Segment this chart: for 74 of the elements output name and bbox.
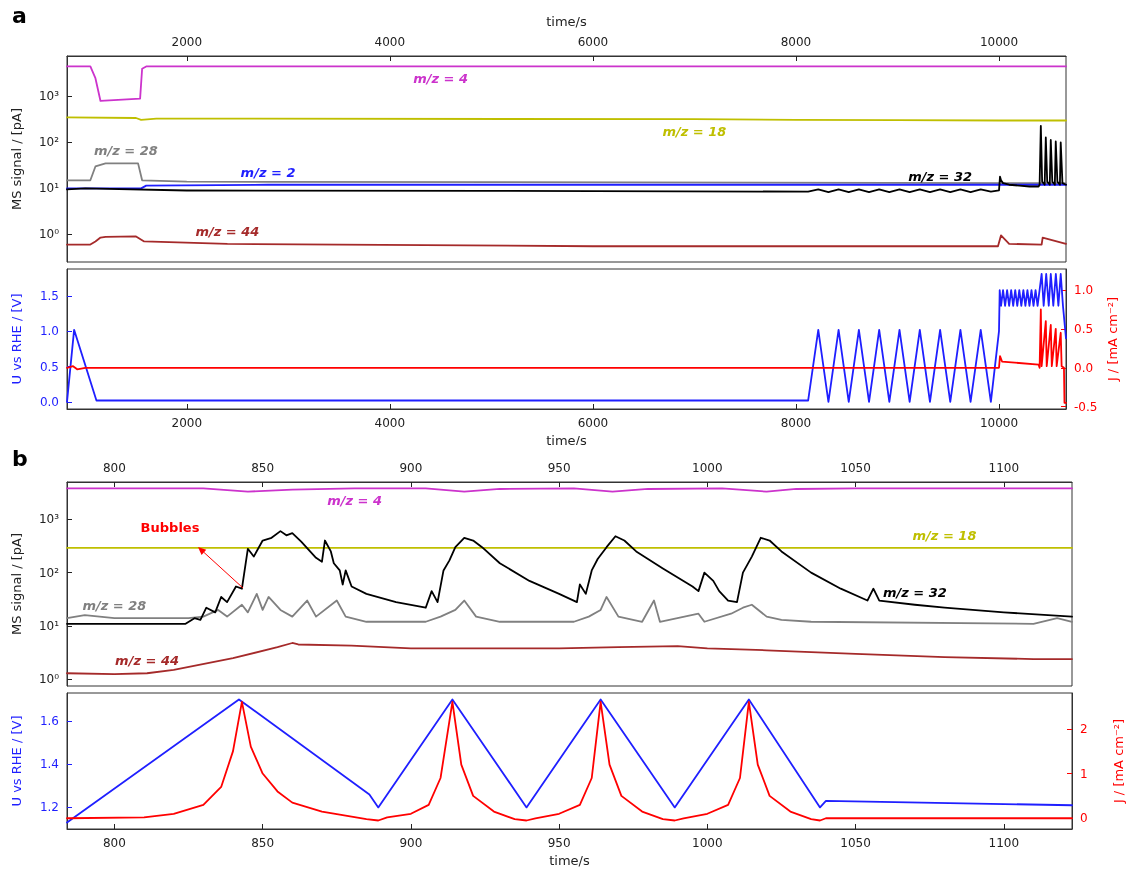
- y-tick-label: 1.5: [39, 288, 59, 303]
- series-label: m/z = 2: [240, 164, 296, 180]
- x-tick-label: 900: [399, 461, 423, 475]
- y2-axis-title: J / [mA cm⁻²]: [1111, 718, 1126, 805]
- x-tick-label: 2000: [171, 416, 203, 430]
- x-tick-label: 6000: [577, 35, 609, 49]
- y-tick-label: 10⁰: [38, 227, 60, 242]
- x-tick-label: 6000: [577, 416, 609, 430]
- y-tick-label: 10³: [38, 512, 60, 527]
- text: a: [12, 2, 27, 28]
- x-tick-label: 10000: [979, 35, 1019, 49]
- x-tick-label: 1050: [840, 461, 871, 475]
- x-tick-label: 1100: [988, 461, 1020, 475]
- series-label: m/z = 28: [82, 598, 147, 614]
- y-axis-title: U vs RHE / [V]: [9, 293, 24, 385]
- y-tick-label: 0.5: [39, 359, 59, 374]
- x-axis-title: time/s: [546, 14, 587, 29]
- x-tick-label: 8000: [780, 416, 812, 430]
- x-tick-label: 900: [399, 836, 423, 850]
- line-series: [66, 530, 1073, 625]
- y2-tick-label: 0.5: [1074, 321, 1094, 336]
- y-axis-title: MS signal / [pA]: [9, 533, 24, 635]
- y2-tick-label: 1.0: [1074, 283, 1094, 297]
- x-tick-label: 4000: [374, 416, 406, 430]
- y2-tick-label: 0: [1080, 811, 1088, 826]
- x-tick-label: 8000: [780, 35, 812, 49]
- x-tick-label: 1100: [988, 836, 1020, 850]
- line-series: [66, 124, 1067, 193]
- y-tick-label: 1.6: [39, 714, 59, 729]
- y2-tick-label: -0.5: [1074, 399, 1098, 414]
- annotation: Bubbles: [140, 519, 200, 535]
- y-tick-label: 1.0: [39, 324, 59, 339]
- x-tick-label: 800: [102, 836, 126, 850]
- text: b: [12, 445, 28, 471]
- x-tick-label: 10000: [979, 416, 1019, 430]
- y-tick-label: 10²: [38, 135, 60, 150]
- series-label: m/z = 44: [115, 653, 179, 669]
- x-tick-label: 1000: [692, 836, 723, 850]
- x-tick-label: 800: [102, 461, 126, 475]
- series-label: m/z = 28: [93, 143, 158, 159]
- y-tick-label: 10⁰: [38, 672, 60, 687]
- series-label: m/z = 4: [327, 493, 382, 509]
- series-label: m/z = 18: [912, 527, 977, 543]
- y2-tick-label: 2: [1080, 721, 1088, 736]
- series-label: m/z = 32: [882, 584, 947, 600]
- line-series: [66, 308, 1067, 404]
- x-tick-label: 4000: [374, 35, 406, 49]
- series-label: m/z = 4: [413, 71, 469, 87]
- y2-tick-label: 1: [1080, 766, 1088, 781]
- x-tick-label: 850: [251, 836, 275, 850]
- y2-axis-title: J / [mA cm⁻²]: [1105, 296, 1120, 383]
- x-axis-title: time/s: [549, 852, 590, 868]
- line-series: [66, 642, 1073, 676]
- y-tick-label: 10³: [38, 89, 60, 104]
- line-series: [66, 65, 1067, 102]
- line-series: [66, 162, 1067, 185]
- x-tick-label: 950: [547, 461, 571, 475]
- y-axis-title: MS signal / [pA]: [9, 108, 24, 210]
- y-tick-label: 10¹: [38, 181, 60, 196]
- y2-tick-label: 0.0: [1074, 360, 1094, 375]
- x-tick-label: 1050: [840, 836, 871, 850]
- y-tick-label: 1.4: [39, 757, 59, 772]
- x-tick-label: 950: [547, 836, 571, 850]
- series-label: m/z = 32: [908, 169, 973, 185]
- y-tick-label: 10¹: [38, 618, 60, 633]
- x-tick-label: 2000: [171, 35, 203, 49]
- series-label: m/z = 18: [662, 124, 727, 140]
- y-axis-title: U vs RHE / [V]: [9, 715, 24, 807]
- y-tick-label: 1.2: [39, 800, 59, 815]
- x-tick-label: 850: [251, 461, 275, 475]
- x-tick-label: 1000: [692, 461, 723, 475]
- series-label: m/z = 44: [195, 223, 260, 239]
- y-tick-label: 10²: [38, 565, 60, 580]
- y-tick-label: 0.0: [39, 394, 59, 409]
